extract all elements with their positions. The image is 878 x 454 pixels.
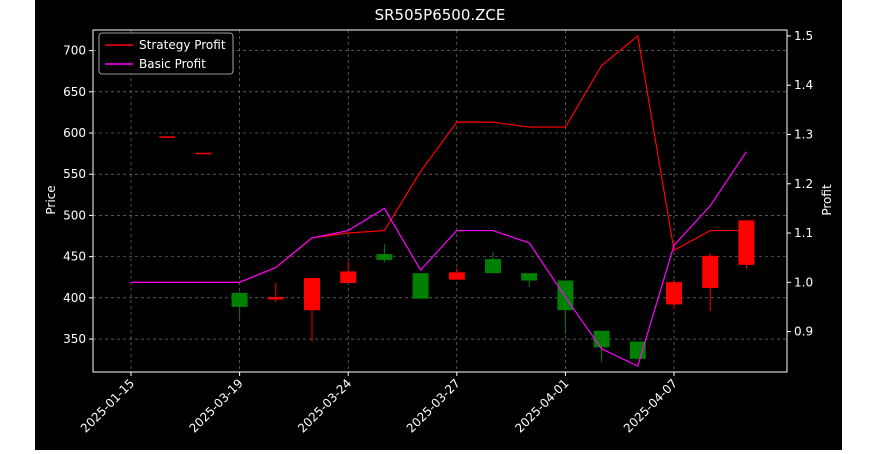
grid-lines <box>93 30 787 372</box>
x-tick-label: 2025-03-27 <box>404 376 463 435</box>
chart-canvas: SR505P6500.ZCE Price Profit 350 400 450 500… <box>44 6 834 435</box>
y-tick-label: 650 <box>63 85 86 99</box>
y2-axis-label: Profit <box>820 184 834 216</box>
candle-body <box>702 255 719 288</box>
y2-tick-label: 0.9 <box>794 325 813 339</box>
candle-body <box>593 330 610 348</box>
x-tick-label: 2025-04-01 <box>512 376 571 435</box>
candle-body <box>304 278 320 311</box>
legend-label: Strategy Profit <box>139 38 226 52</box>
x-tick-label: 2025-01-15 <box>78 376 137 435</box>
y-tick-label: 500 <box>63 208 86 222</box>
profit-lines <box>131 34 747 367</box>
y-tick-label: 600 <box>63 126 86 140</box>
legend: Strategy Profit Basic Profit <box>98 32 234 75</box>
y2-tick-label: 1.3 <box>794 127 813 141</box>
x-tick-label: 2025-03-24 <box>295 376 354 435</box>
y2-tick-label: 1.4 <box>794 78 813 92</box>
candle-body <box>738 220 755 265</box>
y2-tick-label: 1.2 <box>794 177 813 191</box>
x-tick-label: 2025-03-19 <box>187 376 246 435</box>
candle-body <box>267 297 284 300</box>
y2-tick-label: 1.5 <box>794 29 813 43</box>
candle-body <box>629 341 646 359</box>
x-tick-label: 2025-04-07 <box>621 376 680 435</box>
y2-tick-label: 1.1 <box>794 226 813 240</box>
y-tick-label: 400 <box>63 291 86 305</box>
chart-figure: SR505P6500.ZCE Price Profit 350 400 450 500… <box>35 0 842 450</box>
x-axis-ticks: 2025-01-15 2025-03-19 2025-03-24 2025-03-27… <box>78 372 680 435</box>
candlestick-series <box>159 136 755 363</box>
candle-body <box>231 292 248 307</box>
legend-label: Basic Profit <box>139 57 206 71</box>
y2-tick-label: 1.0 <box>794 275 813 289</box>
y-tick-label: 350 <box>63 332 86 346</box>
y2-axis-ticks: 0.9 1.0 1.1 1.2 1.3 1.4 1.5 <box>787 29 813 339</box>
y-tick-label: 700 <box>63 44 86 58</box>
y-tick-label: 450 <box>63 250 86 264</box>
candle-body <box>195 152 212 155</box>
candle-body <box>521 273 538 281</box>
candle-body <box>376 254 393 260</box>
candle-body <box>485 259 501 274</box>
y-axis-label: Price <box>44 185 58 214</box>
chart-title: SR505P6500.ZCE <box>375 6 506 24</box>
candle-body <box>412 273 429 299</box>
plot-frame <box>92 29 788 373</box>
candle-body <box>448 272 465 280</box>
candle-body <box>340 271 357 283</box>
y-axis-ticks: 350 400 450 500 550 600 650 700 <box>63 44 93 346</box>
candle-body <box>666 282 682 305</box>
candle-body <box>159 136 176 138</box>
series-line <box>131 151 747 367</box>
y-tick-label: 550 <box>63 167 86 181</box>
